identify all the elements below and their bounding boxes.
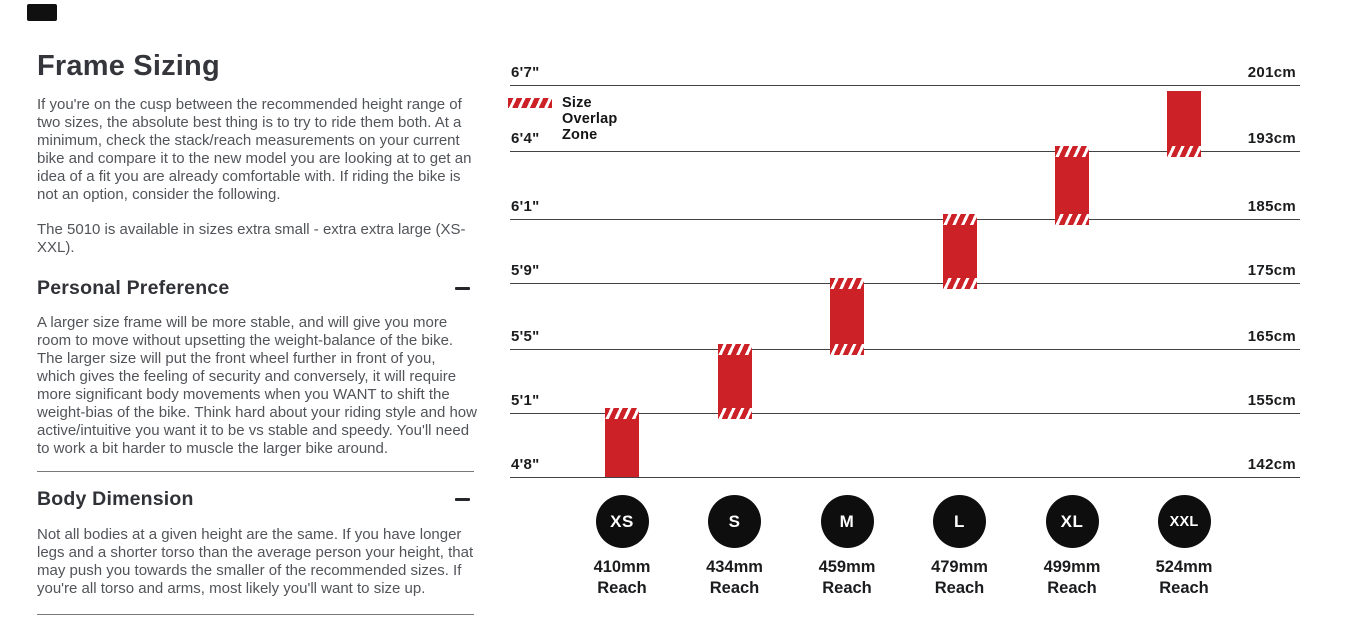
height-gridline (510, 219, 1300, 220)
height-label-right: 185cm (1247, 198, 1296, 215)
size-circle-l: L (933, 495, 986, 548)
height-label-right: 201cm (1247, 64, 1296, 81)
size-circle-label: L (954, 511, 965, 531)
height-label-right: 155cm (1247, 392, 1296, 409)
height-label-left: 6'7" (511, 64, 540, 81)
divider (37, 614, 474, 615)
size-circle-label: M (839, 511, 855, 531)
reach-value: 434mm (706, 558, 763, 576)
overlap-zone-hatch-top (717, 344, 752, 355)
height-label-left: 5'5" (511, 328, 540, 345)
overlap-zone-hatch-bottom (942, 278, 977, 289)
height-label-left: 6'1" (511, 198, 540, 215)
size-range-bar-xs (605, 408, 639, 477)
reach-value: 499mm (1043, 558, 1101, 576)
reach-caption: Reach (1047, 579, 1097, 597)
height-label-right: 165cm (1247, 328, 1296, 345)
reach-label-xl: 499mm Reach (1012, 557, 1132, 599)
height-gridline (510, 283, 1300, 284)
size-overlap-zone-swatch (508, 98, 552, 108)
reach-value: 524mm (1155, 558, 1213, 576)
height-gridline (510, 477, 1300, 478)
reach-label-m: 459mm Reach (787, 557, 907, 599)
overlap-zone-hatch-bottom (1055, 214, 1089, 225)
page-title: Frame Sizing (37, 50, 220, 82)
overlap-zone-hatch-bottom (1167, 146, 1201, 157)
size-circle-xxl: XXL (1157, 495, 1211, 548)
overlap-zone-hatch-top (605, 408, 639, 419)
overlap-zone-hatch-top (942, 214, 977, 225)
intro-paragraph: If you're on the cusp between the recomm… (37, 96, 472, 203)
reach-caption: Reach (1159, 579, 1209, 597)
availability-paragraph: The 5010 is available in sizes extra sma… (37, 221, 466, 256)
reach-label-xxl: 524mm Reach (1124, 557, 1244, 599)
size-circle-label: XXL (1169, 513, 1199, 530)
size-circle-label: XS (610, 511, 634, 531)
reach-label-l: 479mm Reach (900, 557, 1020, 599)
overlap-zone-hatch-top (1055, 146, 1089, 157)
reach-caption: Reach (934, 579, 985, 597)
size-circle-xs: XS (595, 495, 649, 548)
overlap-zone-hatch-bottom (830, 344, 864, 355)
body-dimension-paragraph: Not all bodies at a given height are the… (37, 526, 474, 597)
size-range-bar-xxl (1167, 91, 1201, 157)
height-gridline (510, 413, 1300, 414)
height-label-left: 5'1" (511, 392, 540, 409)
height-label-left: 5'9" (511, 262, 540, 279)
size-circle-xl: XL (1045, 495, 1099, 548)
reach-label-s: 434mm Reach (675, 557, 795, 599)
height-label-left: 6'4" (511, 130, 540, 147)
section-title-body-dimension: Body Dimension (37, 488, 194, 510)
size-circle-s: S (708, 495, 761, 548)
reach-value: 459mm (818, 558, 876, 576)
height-label-right: 193cm (1247, 130, 1296, 147)
overlap-zone-hatch-bottom (717, 408, 752, 419)
personal-preference-paragraph: A larger size frame will be more stable,… (37, 314, 477, 457)
reach-label-xs: 410mm Reach (562, 557, 682, 599)
collapse-minus-icon[interactable] (455, 287, 470, 290)
height-label-left: 4'8" (511, 456, 540, 473)
size-overlap-zone-label: Size Overlap Zone (562, 95, 618, 143)
section-title-personal-preference: Personal Preference (37, 277, 230, 299)
size-range-bar-xl (1055, 146, 1089, 225)
reach-caption: Reach (597, 579, 647, 597)
height-gridline (510, 349, 1300, 350)
size-range-bar-s (717, 344, 752, 419)
accordion-header-personal-preference[interactable]: Personal Preference (37, 277, 474, 303)
reach-caption: Reach (709, 579, 760, 597)
size-range-bar-l (942, 214, 977, 289)
divider (37, 471, 474, 472)
height-label-right: 175cm (1247, 262, 1296, 279)
size-circle-label: S (728, 511, 741, 531)
height-gridline (510, 85, 1300, 86)
size-circle-m: M (820, 495, 874, 548)
accordion-header-body-dimension[interactable]: Body Dimension (37, 488, 474, 514)
top-left-black-marker (27, 4, 57, 21)
collapse-minus-icon[interactable] (455, 498, 470, 501)
height-gridline (510, 151, 1300, 152)
overlap-zone-hatch-top (830, 278, 864, 289)
reach-value: 410mm (593, 558, 651, 576)
size-range-bar-m (830, 278, 864, 355)
reach-value: 479mm (931, 558, 988, 576)
height-label-right: 142cm (1247, 456, 1296, 473)
reach-caption: Reach (822, 579, 872, 597)
size-circle-label: XL (1060, 511, 1084, 531)
